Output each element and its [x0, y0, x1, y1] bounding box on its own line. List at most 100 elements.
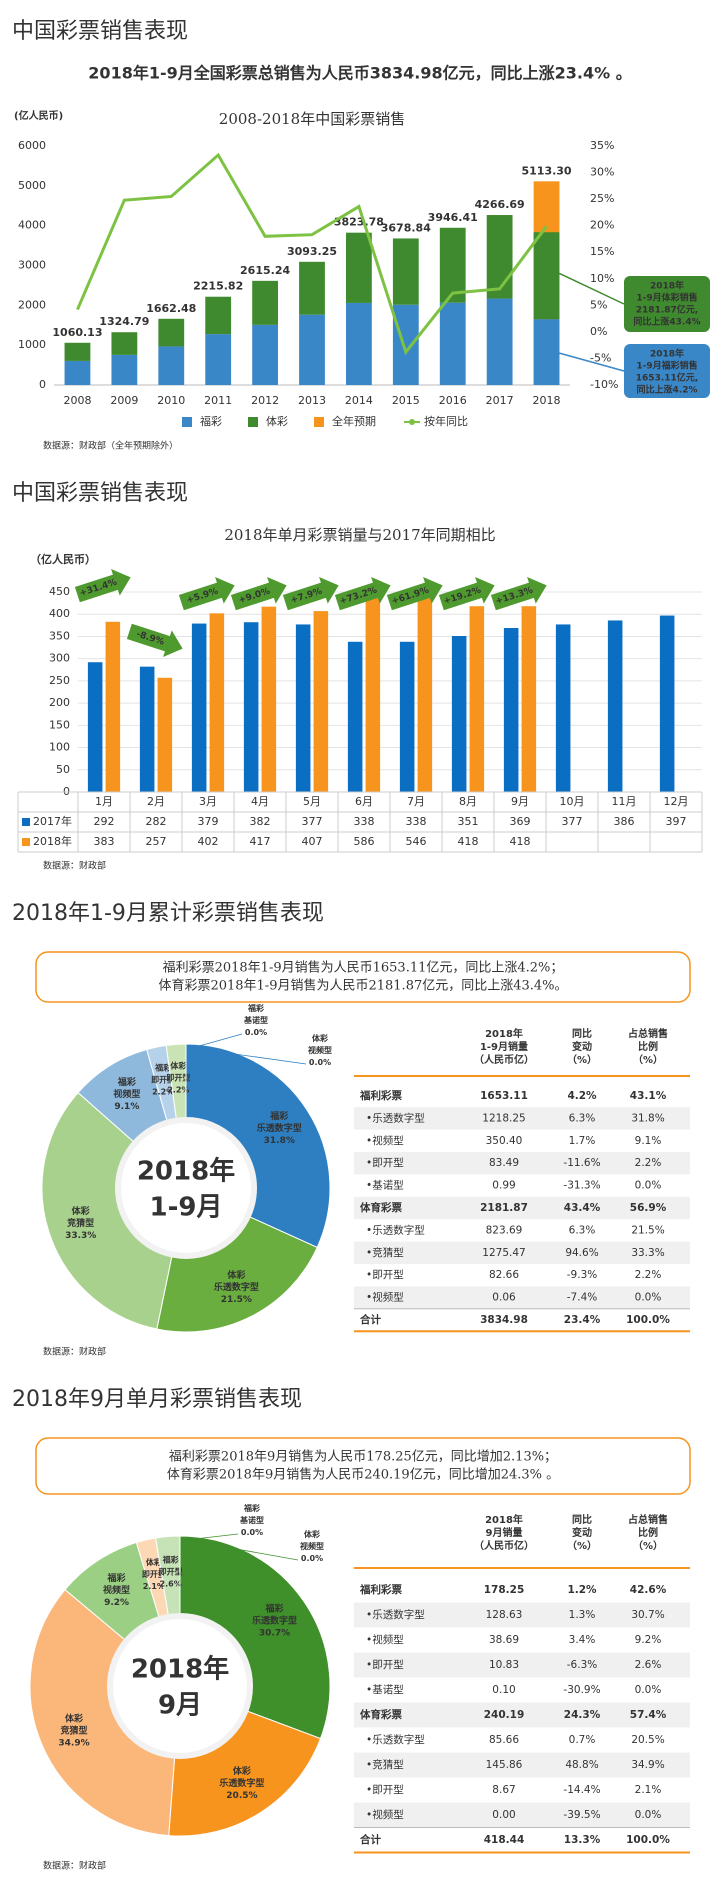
- arrow-shape: [178, 576, 235, 611]
- segment-label-line: 2.6%: [160, 1579, 182, 1588]
- table-header: 1-9月销量: [480, 1040, 528, 1053]
- table-cell: 0.00: [492, 1809, 515, 1821]
- bar-segment: [205, 296, 232, 335]
- y2-tick-label: -10%: [590, 378, 618, 391]
- total-label: 3093.25: [287, 245, 337, 258]
- segment-label-line: 2.1%: [143, 1582, 165, 1591]
- segment-label-line: 0.0%: [309, 1058, 331, 1067]
- x-tick-label: 2014: [345, 394, 373, 407]
- table-header: 比例: [638, 1040, 658, 1053]
- segment-label-line: 34.9%: [58, 1738, 89, 1748]
- segment-label-line: 30.7%: [259, 1628, 290, 1638]
- segment-label: 福彩乐透数字型 31.8%: [257, 1109, 302, 1145]
- x-tick-label: 2009: [110, 394, 138, 407]
- table-cell: •视频型: [366, 1808, 404, 1821]
- bar: [365, 586, 381, 792]
- table-value: 383: [94, 835, 115, 848]
- table-value: 292: [94, 815, 115, 828]
- table-cell: 83.49: [489, 1157, 519, 1169]
- bar: [503, 628, 519, 792]
- bar-segment: [346, 302, 372, 385]
- segment-label: 福彩即开型 2.6%: [159, 1554, 183, 1588]
- segment-label-line: 乐透数字型: [257, 1121, 302, 1133]
- bar-segment: [392, 238, 419, 305]
- bar: [313, 611, 329, 792]
- bar: [521, 606, 537, 792]
- x-tick-label: 5月: [303, 795, 321, 808]
- table-cell: 23.4%: [564, 1314, 601, 1326]
- bar: [399, 641, 415, 792]
- callout-text: 同比上涨43.4%: [633, 316, 700, 328]
- summary-text: 福利彩票2018年9月销售为人民币178.25亿元，同比增加2.13%；: [169, 1449, 557, 1465]
- table-cell: -7.4%: [567, 1292, 597, 1304]
- y2-tick-label: 20%: [590, 219, 614, 232]
- y-axis-label: (亿人民币): [14, 109, 63, 122]
- bar: [243, 622, 259, 792]
- y-tick-label: 3000: [18, 259, 46, 272]
- segment-label-line: 体彩: [304, 1529, 320, 1539]
- segment-label: 体彩竞猜型 33.3%: [65, 1205, 96, 1241]
- table-cell: 合计: [359, 1313, 381, 1326]
- bar-segment: [299, 314, 325, 385]
- callout-text: 2181.87亿元,: [636, 304, 698, 316]
- x-tick-label: 2月: [147, 795, 165, 808]
- bar-segment: [64, 342, 91, 361]
- y-tick-label: 50: [56, 763, 70, 776]
- summary-text: 福利彩票2018年1-9月销售为人民币1653.11亿元，同比上涨4.2%；: [163, 960, 564, 976]
- legend-swatch: [22, 838, 30, 846]
- total-label: 3678.84: [381, 221, 431, 234]
- table-cell: 0.0%: [635, 1180, 662, 1192]
- x-tick-label: 2008: [63, 394, 91, 407]
- table-cell: 0.0%: [635, 1809, 662, 1821]
- bar: [607, 620, 623, 792]
- segment-label-line: 福彩: [162, 1554, 179, 1564]
- y-tick-label: 450: [49, 585, 70, 598]
- section-heading: 中国彩票销售表现: [12, 19, 188, 44]
- table-value: 338: [406, 815, 427, 828]
- segment-label-line: 视频型: [103, 1584, 130, 1596]
- segment-label-line: 体彩: [312, 1033, 328, 1043]
- segment-label-line: 体彩: [72, 1205, 90, 1217]
- segment-label-line: 福彩: [154, 1062, 171, 1072]
- y-tick-label: 250: [49, 674, 70, 687]
- leader-line: [185, 1533, 239, 1541]
- y-tick-label: 300: [49, 652, 70, 665]
- y-tick-label: 2000: [18, 298, 46, 311]
- segment-label-line: 0.0%: [241, 1528, 263, 1537]
- table-cell: 82.66: [489, 1269, 519, 1281]
- headline: 2018年1-9月全国彩票总销售为人民币3834.98亿元，同比上涨23.4% …: [88, 64, 631, 83]
- segment-label-line: 视频型: [113, 1088, 140, 1100]
- table-cell: 2.6%: [635, 1659, 662, 1671]
- x-tick-label: 2016: [439, 394, 467, 407]
- table-cell: 2.2%: [635, 1269, 662, 1281]
- x-tick-label: 6月: [355, 795, 373, 808]
- callout-text: 1653.11亿元,: [636, 372, 698, 384]
- table-cell: •即开型: [366, 1783, 404, 1796]
- table-header: 占总销售: [628, 1027, 668, 1040]
- legend-swatch: [248, 417, 258, 427]
- table-value: 379: [198, 815, 219, 828]
- leader-line: [185, 1539, 299, 1561]
- bar: [105, 621, 121, 792]
- table-cell: -6.3%: [567, 1659, 597, 1671]
- table-cell: 0.0%: [635, 1292, 662, 1304]
- legend-label: 体彩: [266, 414, 288, 428]
- table-value: 377: [562, 815, 583, 828]
- total-label: 3946.41: [428, 211, 478, 224]
- total-label: 2615.24: [240, 264, 290, 277]
- section-heading: 2018年9月单月彩票销售表现: [12, 1387, 302, 1412]
- x-tick-label: 2011: [204, 394, 232, 407]
- total-label: 1060.13: [52, 326, 102, 339]
- table-cell: -9.3%: [567, 1269, 597, 1281]
- table-value: 397: [666, 815, 687, 828]
- segment-label-line: 福彩: [117, 1076, 136, 1088]
- legend-label: 全年预期: [332, 414, 376, 428]
- segment-label-line: 33.3%: [65, 1231, 96, 1241]
- y-tick-label: 1000: [18, 338, 46, 351]
- table-header: 2018年: [485, 1513, 523, 1526]
- bar-segment: [439, 302, 466, 385]
- callout-text: 1-9月福彩销售: [636, 360, 697, 372]
- table-header: 变动: [572, 1040, 592, 1053]
- table-value: 402: [198, 835, 219, 848]
